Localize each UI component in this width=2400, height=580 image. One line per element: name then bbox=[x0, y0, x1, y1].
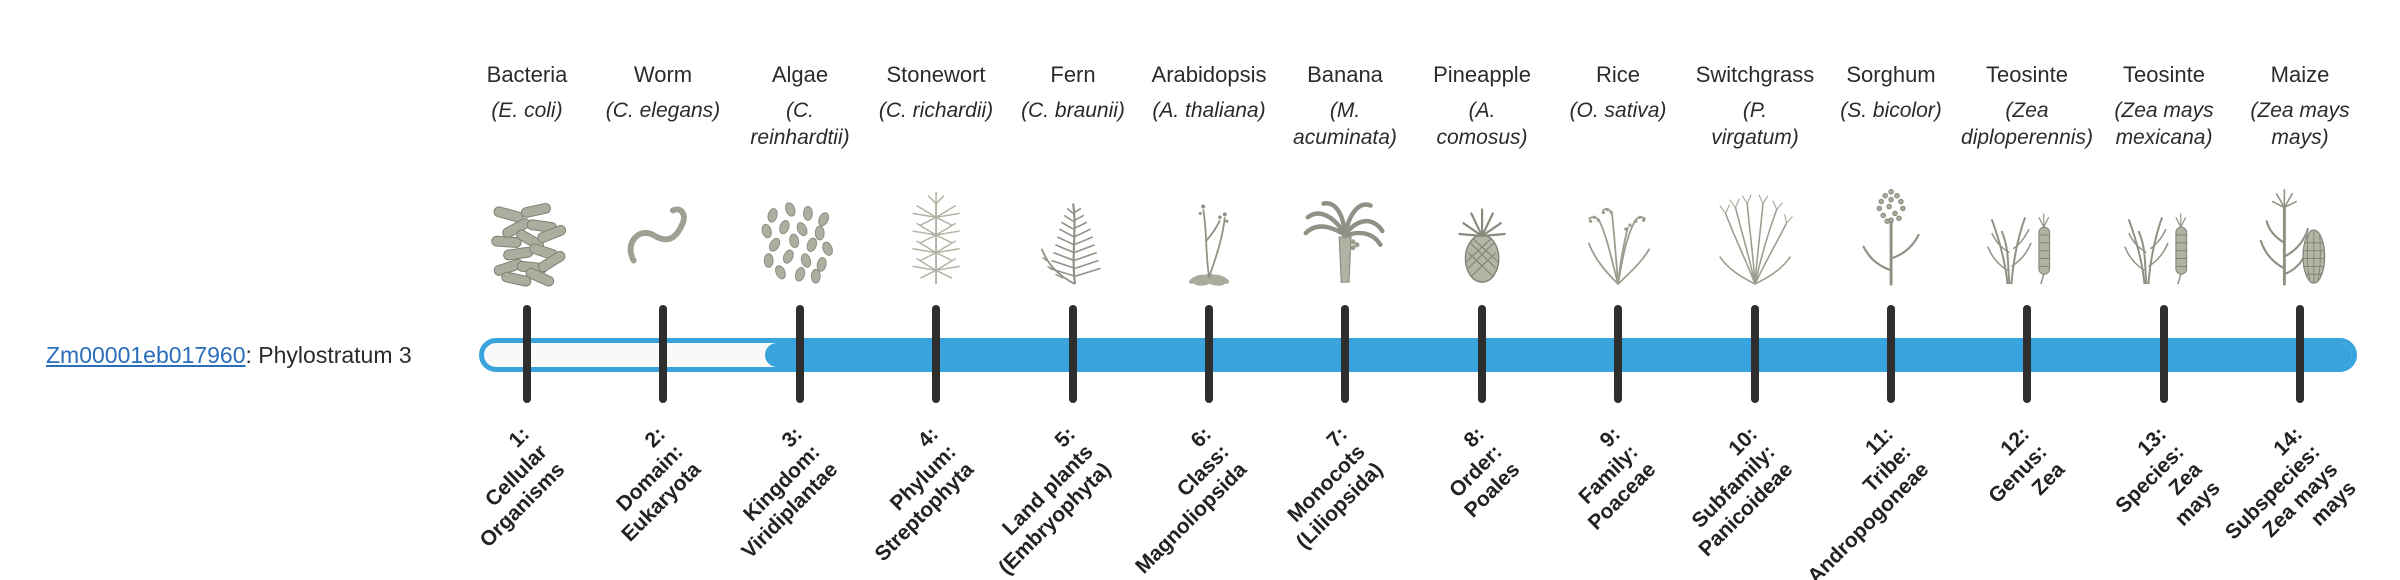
organism-column-stonewort: Stonewort (C. richardii) bbox=[858, 62, 1014, 288]
organism-column-teosinte-mexicana: Teosinte (Zea mays mexicana) bbox=[2086, 62, 2242, 288]
organism-column-worm: Worm (C. elegans) bbox=[585, 62, 741, 288]
organism-common-name: Teosinte bbox=[1986, 62, 2068, 87]
phylostratum-tick-8 bbox=[1478, 305, 1486, 403]
gene-phylostratum-text: : Phylostratum 3 bbox=[245, 342, 412, 368]
banana-icon bbox=[1267, 176, 1423, 288]
organism-common-name: Rice bbox=[1595, 62, 1640, 87]
organism-scientific-name: (C. richardii) bbox=[878, 99, 994, 122]
organism-scientific-name: (Zea diploperennis) bbox=[1961, 99, 2093, 149]
organism-common-name: Banana bbox=[1307, 62, 1383, 87]
phylostratum-tick-4 bbox=[932, 305, 940, 403]
phylostratum-tick-10 bbox=[1751, 305, 1759, 403]
bacteria-icon bbox=[449, 176, 605, 288]
organism-column-arabidopsis: Arabidopsis (A. thaliana) bbox=[1131, 62, 1287, 288]
phylostratum-tick-3 bbox=[796, 305, 804, 403]
organism-common-name: Maize bbox=[2270, 62, 2330, 87]
organism-column-switchgrass: Switchgrass (P. virgatum) bbox=[1677, 62, 1833, 288]
phylostrata-bar-fill bbox=[765, 343, 2352, 367]
pineapple-icon bbox=[1404, 176, 1560, 288]
organism-common-name: Pineapple bbox=[1433, 62, 1531, 87]
worm-icon bbox=[585, 176, 741, 288]
phylostrata-bar-track bbox=[479, 338, 2357, 372]
organism-common-name: Teosinte bbox=[2123, 62, 2205, 87]
organism-column-pineapple: Pineapple (A. comosus) bbox=[1404, 62, 1560, 288]
stonewort-icon bbox=[858, 176, 1014, 288]
sorghum-icon bbox=[1813, 176, 1969, 288]
gene-id-link[interactable]: Zm00001eb017960 bbox=[46, 342, 246, 368]
teosinte-icon bbox=[1949, 176, 2105, 288]
organism-column-fern: Fern (C. braunii) bbox=[995, 62, 1151, 288]
phylostratum-tick-9 bbox=[1614, 305, 1622, 403]
organism-common-name: Sorghum bbox=[1846, 62, 1936, 87]
organism-common-name: Switchgrass bbox=[1695, 62, 1815, 87]
phylostratum-tick-13 bbox=[2160, 305, 2168, 403]
organism-scientific-name: (Zea mays mays) bbox=[2250, 99, 2350, 149]
organism-column-banana: Banana (M. acuminata) bbox=[1267, 62, 1423, 288]
organism-scientific-name: (C. elegans) bbox=[605, 99, 721, 122]
rice-icon bbox=[1540, 176, 1696, 288]
organism-column-sorghum: Sorghum (S. bicolor) bbox=[1813, 62, 1969, 288]
phylostratum-tick-14 bbox=[2296, 305, 2304, 403]
organism-column-maize: Maize (Zea mays mays) bbox=[2222, 62, 2378, 288]
organism-column-teosinte-diploperennis: Teosinte (Zea diploperennis) bbox=[1949, 62, 2105, 288]
organism-scientific-name: (O. sativa) bbox=[1569, 99, 1667, 122]
organism-scientific-name: (A. thaliana) bbox=[1152, 99, 1266, 122]
arabidopsis-icon bbox=[1131, 176, 1287, 288]
fern-icon bbox=[995, 176, 1151, 288]
teosinte-icon bbox=[2086, 176, 2242, 288]
phylostratum-tick-12 bbox=[2023, 305, 2031, 403]
phylostratum-tick-5 bbox=[1069, 305, 1077, 403]
organism-column-rice: Rice (O. sativa) bbox=[1540, 62, 1696, 288]
phylostratum-tick-7 bbox=[1341, 305, 1349, 403]
maize-icon bbox=[2222, 176, 2378, 288]
switchgrass-icon bbox=[1677, 176, 1833, 288]
organism-scientific-name: (C. reinhardtii) bbox=[750, 99, 850, 149]
organism-scientific-name: (C. braunii) bbox=[1021, 99, 1125, 122]
organism-scientific-name: (E. coli) bbox=[491, 99, 563, 122]
phylostratum-tick-2 bbox=[659, 305, 667, 403]
algae-icon bbox=[722, 176, 878, 288]
organism-common-name: Algae bbox=[771, 62, 829, 87]
organism-common-name: Fern bbox=[1050, 62, 1096, 87]
organism-common-name: Arabidopsis bbox=[1151, 62, 1267, 87]
organism-scientific-name: (S. bicolor) bbox=[1840, 99, 1942, 122]
organism-scientific-name: (P. virgatum) bbox=[1711, 99, 1799, 149]
organism-scientific-name: (Zea mays mexicana) bbox=[2114, 99, 2214, 149]
organism-common-name: Bacteria bbox=[486, 62, 568, 87]
organism-column-algae: Algae (C. reinhardtii) bbox=[722, 62, 878, 288]
organism-common-name: Worm bbox=[633, 62, 693, 87]
organism-scientific-name: (M. acuminata) bbox=[1293, 99, 1397, 149]
organism-common-name: Stonewort bbox=[886, 62, 986, 87]
organism-column-bacteria: Bacteria (E. coli) bbox=[449, 62, 605, 288]
phylostratum-tick-6 bbox=[1205, 305, 1213, 403]
gene-label: Zm00001eb017960: Phylostratum 3 bbox=[46, 342, 412, 369]
phylostratum-tick-1 bbox=[523, 305, 531, 403]
organism-scientific-name: (A. comosus) bbox=[1436, 99, 1528, 149]
phylostratum-tick-11 bbox=[1887, 305, 1895, 403]
